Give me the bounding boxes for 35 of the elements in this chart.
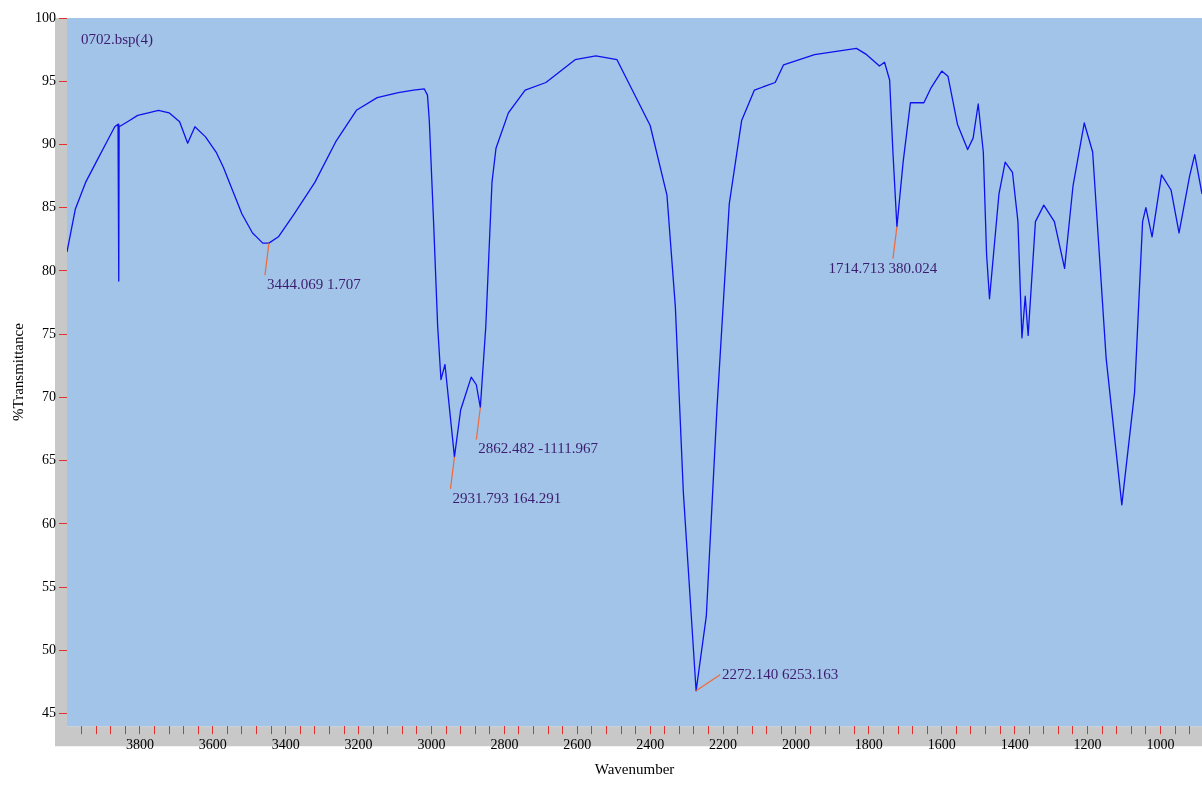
annotation: 2862.482 -1111.967 [478, 440, 599, 457]
y-tick-label: 45 [42, 705, 56, 721]
y-tick-label: 100 [35, 9, 56, 25]
annotation: 3444.069 1.707 [266, 276, 362, 293]
y-tick-label: 95 [42, 72, 56, 88]
x-tick-label: 2400 [636, 737, 665, 753]
x-tick-label: 3000 [417, 737, 446, 753]
x-tick-label: 1800 [854, 737, 883, 753]
x-tick-label: 3200 [344, 737, 373, 753]
y-tick-label: 60 [42, 515, 56, 531]
x-tick-label: 2600 [563, 737, 592, 753]
x-axis-title: Wavenumber [594, 760, 675, 777]
x-tick-label: 2800 [490, 737, 519, 753]
y-tick-label: 50 [42, 641, 56, 657]
x-tick-label: 1000 [1146, 737, 1175, 753]
x-tick-label: 1400 [1000, 737, 1029, 753]
x-tick-label: 1200 [1073, 737, 1102, 753]
y-tick-label: 90 [42, 136, 56, 152]
x-tick-label: 2200 [709, 737, 738, 753]
y-axis-title: %Transmittance [9, 322, 26, 421]
y-tick-label: 75 [42, 325, 56, 341]
x-tick-label: 3400 [271, 737, 300, 753]
y-tick-label: 55 [42, 578, 56, 594]
annotation: 1714.713 380.024 [828, 259, 938, 276]
y-tick-label: 85 [42, 199, 56, 215]
x-tick-label: 1600 [927, 737, 956, 753]
y-tick-label: 70 [42, 389, 56, 405]
annotation: 2931.793 164.291 [452, 489, 562, 506]
x-tick-label: 3600 [198, 737, 227, 753]
y-tick-label: 80 [42, 262, 56, 278]
annotation: 0702.bsp(4) [81, 30, 154, 48]
y-tick-label: 65 [42, 452, 56, 468]
annotation: 2272.140 6253.163 [722, 665, 839, 682]
x-tick-label: 2000 [781, 737, 810, 753]
x-tick-label: 3800 [125, 737, 154, 753]
